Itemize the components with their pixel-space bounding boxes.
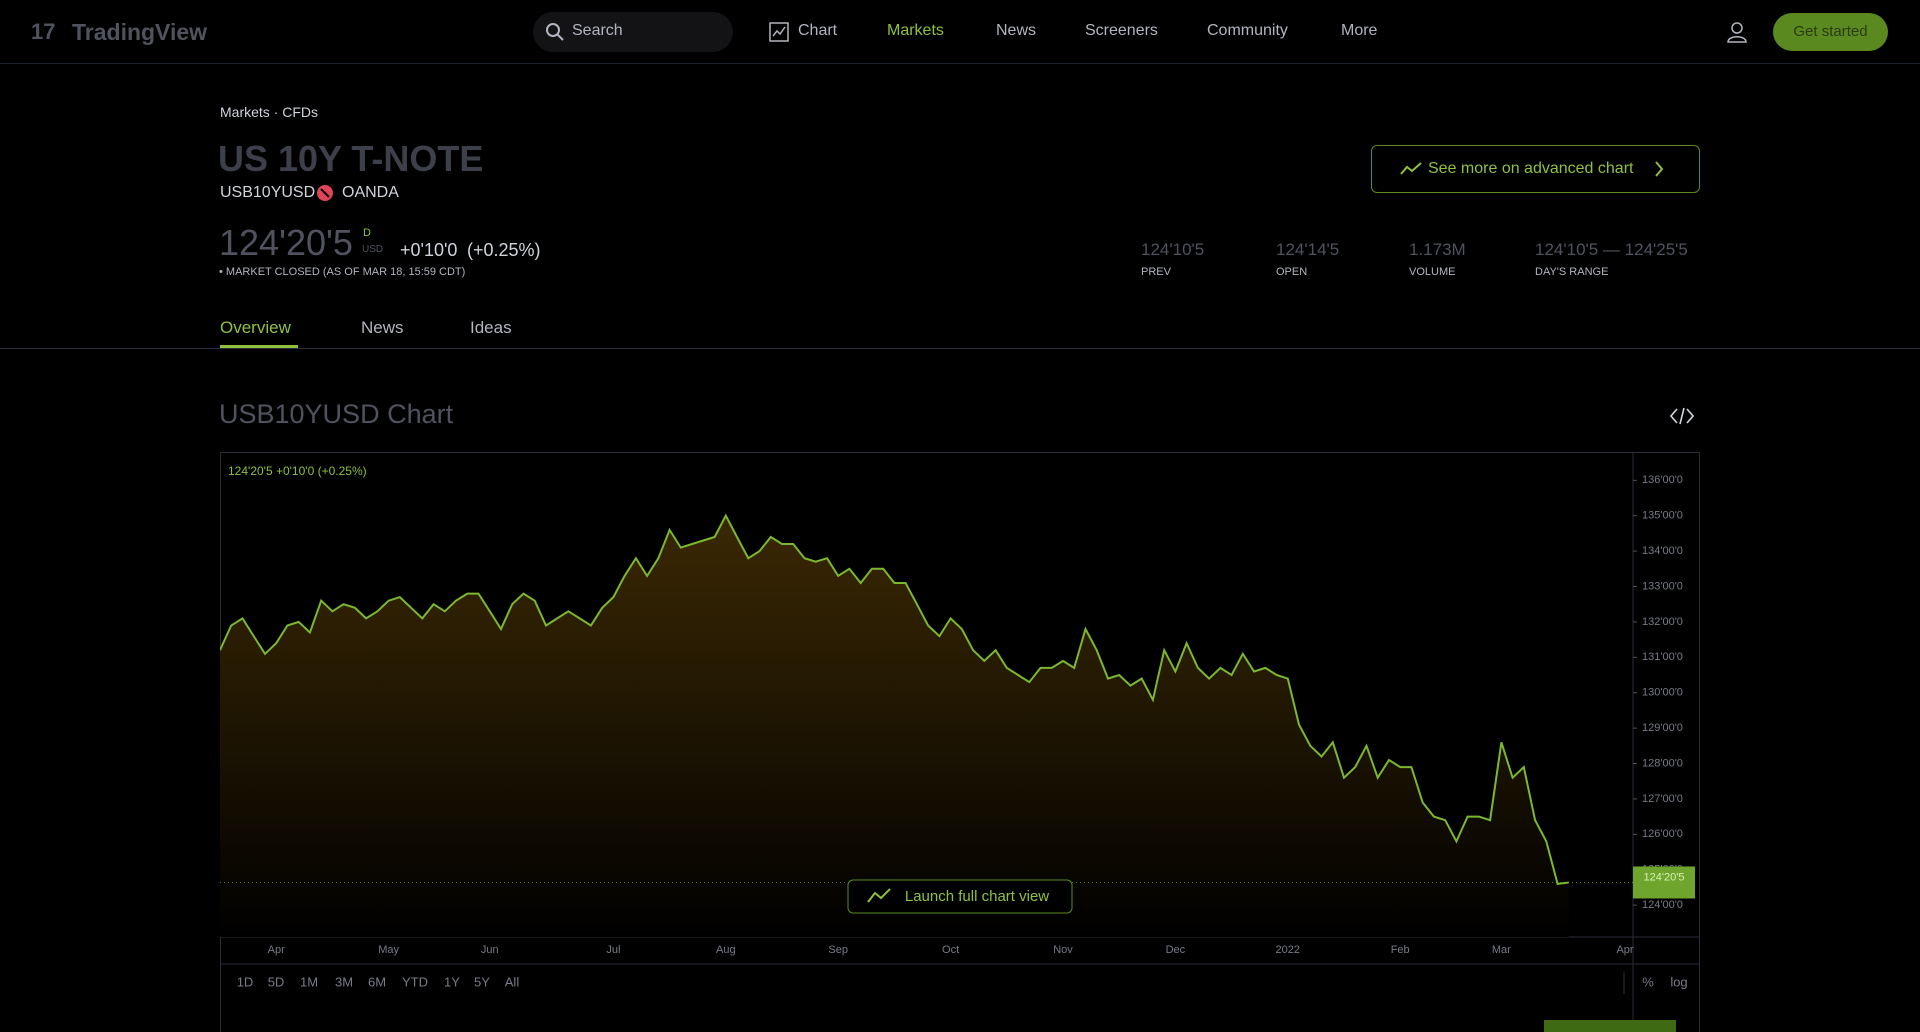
market-status: • MARKET CLOSED (AS OF MAR 18, 15:59 CDT… bbox=[219, 266, 466, 278]
nav-item[interactable]: Markets bbox=[887, 22, 944, 39]
x-tick-label: Dec bbox=[1166, 944, 1186, 956]
exchange-icon bbox=[317, 185, 333, 201]
advanced-chart-button[interactable] bbox=[1371, 145, 1700, 193]
currency: USD bbox=[362, 244, 384, 255]
launch-icon bbox=[867, 888, 891, 903]
nav-item[interactable]: Chart bbox=[798, 22, 838, 39]
last-price-box bbox=[1633, 866, 1695, 899]
x-tick-label: Feb bbox=[1391, 944, 1410, 956]
tab-underline bbox=[220, 345, 298, 348]
chart-legend: 124'20'5 +0'10'0 (+0.25%) bbox=[228, 464, 367, 478]
area-fill bbox=[220, 515, 1569, 937]
x-tick-label: May bbox=[378, 944, 399, 956]
stat-label: VOLUME bbox=[1409, 266, 1456, 278]
chevron bbox=[1655, 161, 1664, 177]
price-flag: D bbox=[363, 227, 371, 239]
price: 124'20'5 bbox=[219, 222, 353, 263]
x-tick-label: Mar bbox=[1492, 944, 1511, 956]
symbol-title: US 10Y T-NOTE bbox=[218, 138, 484, 179]
nav-item[interactable]: News bbox=[996, 22, 1037, 39]
y-tick-label: 130'00'0 bbox=[1642, 687, 1683, 699]
range-button[interactable]: 1Y bbox=[444, 974, 460, 989]
y-tick-label: 129'00'0 bbox=[1642, 722, 1683, 734]
tab[interactable]: News bbox=[361, 318, 404, 337]
embed-icon[interactable] bbox=[1670, 407, 1694, 425]
x-tick-label: Oct bbox=[942, 944, 959, 956]
user-icon[interactable] bbox=[1725, 20, 1749, 44]
stat-label: OPEN bbox=[1276, 266, 1308, 278]
stat-value: 124'14'5 bbox=[1276, 240, 1340, 259]
last-price-label: 124'20'5 bbox=[1644, 871, 1685, 883]
y-tick-label: 128'00'0 bbox=[1642, 757, 1683, 769]
tab[interactable]: Overview bbox=[220, 318, 291, 337]
scale-option[interactable]: log bbox=[1670, 974, 1687, 989]
launch-button[interactable] bbox=[847, 879, 1073, 914]
nav-item[interactable]: More bbox=[1341, 22, 1378, 39]
y-tick-label: 131'00'0 bbox=[1642, 651, 1683, 663]
range-button[interactable]: 5D bbox=[268, 974, 285, 989]
range-button[interactable]: All bbox=[505, 974, 520, 989]
range-button[interactable]: 5Y bbox=[474, 974, 490, 989]
divider bbox=[0, 348, 1920, 349]
stat-label: DAY'S RANGE bbox=[1535, 266, 1609, 278]
y-tick-label: 136'00'0 bbox=[1642, 474, 1683, 486]
x-tick-label: Apr bbox=[268, 944, 285, 956]
x-tick-label: Nov bbox=[1053, 944, 1073, 956]
tab[interactable]: Ideas bbox=[470, 318, 512, 337]
launch-label[interactable]: Launch full chart view bbox=[905, 888, 1049, 905]
top-nav bbox=[0, 0, 1920, 64]
search-icon bbox=[546, 23, 564, 41]
change: +0'10'0 bbox=[400, 240, 458, 260]
x-tick-label: 2022 bbox=[1276, 944, 1300, 956]
y-tick-label: 135'00'0 bbox=[1642, 510, 1683, 522]
range-button[interactable]: YTD bbox=[402, 974, 428, 989]
promo-button[interactable] bbox=[1544, 1020, 1676, 1032]
advanced-chart-label[interactable]: See more on advanced chart bbox=[1428, 160, 1634, 177]
scale-option[interactable]: % bbox=[1642, 974, 1654, 989]
y-tick-label: 124'00'0 bbox=[1642, 899, 1683, 911]
y-tick-label: 134'00'0 bbox=[1642, 545, 1683, 557]
y-tick-label: 127'00'0 bbox=[1642, 793, 1683, 805]
range-button[interactable]: 1D bbox=[237, 974, 254, 989]
symbol: USB10YUSD bbox=[220, 184, 316, 201]
x-tick-label: Sep bbox=[828, 944, 848, 956]
trend-icon bbox=[1400, 162, 1422, 175]
range-button[interactable]: 6M bbox=[368, 974, 386, 989]
chart: 124'00'0125'00'0126'00'0127'00'0128'00'0… bbox=[220, 452, 1700, 1032]
nav-item[interactable]: Community bbox=[1207, 22, 1288, 39]
x-tick-label: Aug bbox=[716, 944, 736, 956]
exchange[interactable]: OANDA bbox=[342, 184, 399, 201]
nav-item[interactable]: Screeners bbox=[1085, 22, 1158, 39]
change-percent: (+0.25%) bbox=[467, 240, 541, 260]
logo[interactable]: TradingView bbox=[72, 19, 208, 45]
stat-value: 124'10'5 — 124'25'5 bbox=[1535, 240, 1688, 259]
stat-label: PREV bbox=[1141, 266, 1171, 278]
stat-value: 1.173M bbox=[1409, 240, 1466, 259]
chart-section-title: USB10YUSD Chart bbox=[219, 399, 454, 429]
logo-mark[interactable]: 17 bbox=[31, 19, 56, 44]
y-tick-label: 132'00'0 bbox=[1642, 616, 1683, 628]
breadcrumb[interactable]: Markets · CFDs bbox=[220, 104, 318, 120]
get-started-button[interactable]: Get started bbox=[1773, 13, 1888, 51]
range-button[interactable]: 1M bbox=[300, 974, 318, 989]
stat-value: 124'10'5 bbox=[1141, 240, 1205, 259]
y-tick-label: 133'00'0 bbox=[1642, 580, 1683, 592]
chart-icon bbox=[769, 22, 789, 42]
x-tick-label: Jul bbox=[606, 944, 620, 956]
price-line bbox=[220, 513, 1569, 886]
range-button[interactable]: 3M bbox=[335, 974, 353, 989]
y-tick-label: 126'00'0 bbox=[1642, 828, 1683, 840]
x-tick-label: Jun bbox=[481, 944, 499, 956]
search-placeholder[interactable]: Search bbox=[572, 22, 623, 39]
search-box[interactable] bbox=[533, 12, 733, 52]
x-tick-label: Apr bbox=[1616, 944, 1633, 956]
